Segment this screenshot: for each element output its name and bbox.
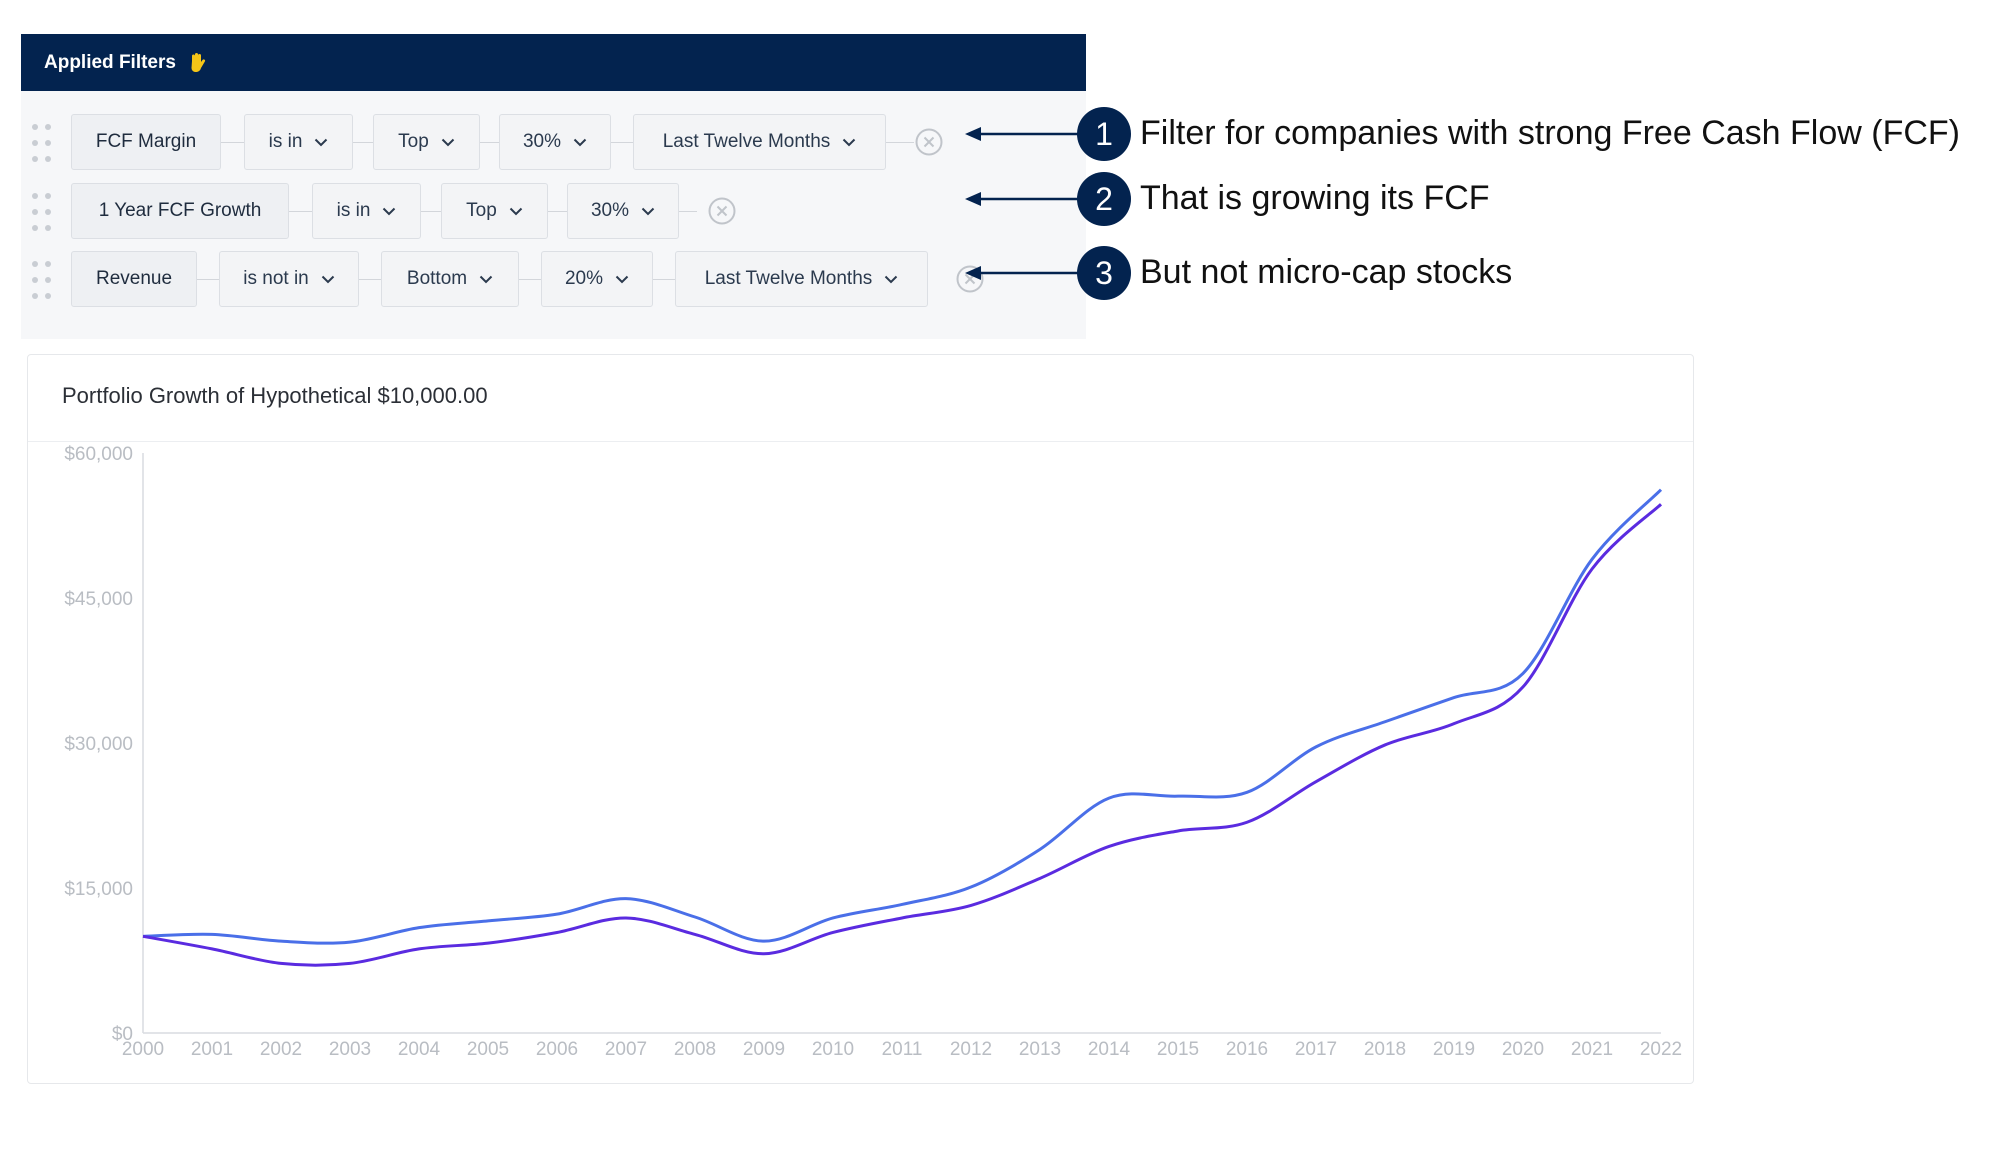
chevron-down-icon (573, 138, 587, 146)
filters-panel: FCF Margin is in Top 30% Last Twelve Mon… (21, 91, 1086, 339)
arrow-icon (965, 266, 1080, 280)
y-tick-label: $0 (112, 1024, 133, 1045)
operator-dropdown[interactable]: is in (244, 114, 353, 170)
annotation-3: 3 But not micro-cap stocks (965, 245, 1665, 301)
x-tick-label: 2020 (1502, 1039, 1544, 1060)
drag-handle-icon[interactable] (32, 261, 52, 299)
x-tick-label: 2014 (1088, 1039, 1131, 1060)
x-tick-label: 2003 (329, 1039, 371, 1060)
x-tick-label: 2022 (1640, 1039, 1682, 1060)
hand-icon (191, 52, 206, 72)
series-line-1 (142, 488, 1663, 945)
remove-filter-icon[interactable] (915, 128, 943, 156)
filter-field-label: 1 Year FCF Growth (98, 200, 262, 221)
annotation-text: Filter for companies with strong Free Ca… (1140, 114, 1960, 152)
x-tick-label: 2006 (536, 1039, 578, 1060)
annotation-1: 1 Filter for companies with strong Free … (965, 106, 2005, 162)
annotation-text: That is growing its FCF (1140, 179, 1490, 217)
series-line-2 (142, 503, 1663, 967)
operator-label: is not in (243, 268, 309, 289)
remove-filter-icon[interactable] (708, 197, 736, 225)
y-tick-label: $30,000 (64, 734, 133, 755)
chevron-down-icon (641, 207, 655, 215)
operator-dropdown[interactable]: is in (312, 183, 421, 239)
x-tick-label: 2017 (1295, 1039, 1337, 1060)
percent-label: 30% (522, 131, 562, 152)
x-tick-label: 2010 (812, 1039, 854, 1060)
chart-title: Portfolio Growth of Hypothetical $10,000… (62, 383, 488, 408)
period-label: Last Twelve Months (704, 268, 873, 289)
annotation-badge: 2 (1077, 172, 1131, 226)
x-tick-label: 2016 (1226, 1039, 1268, 1060)
arrow-icon (965, 127, 1080, 141)
x-tick-label: 2013 (1019, 1039, 1061, 1060)
filter-field-button[interactable]: FCF Margin (71, 114, 221, 170)
annotation-text: But not micro-cap stocks (1140, 253, 1513, 291)
x-tick-label: 2001 (191, 1039, 233, 1060)
chevron-down-icon (843, 138, 856, 146)
percent-dropdown[interactable]: 30% (567, 183, 679, 239)
filter-field-label: Revenue (95, 268, 173, 289)
chevron-down-icon (885, 275, 898, 283)
direction-dropdown[interactable]: Top (373, 114, 480, 170)
x-tick-label: 2004 (398, 1039, 441, 1060)
direction-label: Top (398, 131, 429, 152)
annotation-badge: 3 (1077, 246, 1131, 300)
y-tick-label: $15,000 (64, 879, 133, 900)
x-tick-label: 2019 (1433, 1039, 1475, 1060)
annotation-2: 2 That is growing its FCF (965, 171, 1665, 227)
portfolio-growth-chart: $0 $15,000 $30,000 $45,000 $60,000 2000 2001 20… (64, 444, 1682, 1060)
period-dropdown[interactable]: Last Twelve Months (675, 251, 928, 307)
chevron-down-icon (383, 207, 396, 215)
applied-filters-title: Applied Filters (44, 51, 176, 73)
filter-row-fcf-growth: 1 Year FCF Growth is in Top 30% (21, 183, 1086, 241)
filter-field-button[interactable]: Revenue (71, 251, 197, 307)
drag-handle-icon[interactable] (32, 124, 52, 162)
x-tick-label: 2015 (1157, 1039, 1199, 1060)
filter-field-button[interactable]: 1 Year FCF Growth (71, 183, 289, 239)
percent-label: 20% (564, 268, 604, 289)
direction-dropdown[interactable]: Bottom (381, 251, 519, 307)
percent-dropdown[interactable]: 20% (541, 251, 653, 307)
x-tick-label: 2009 (743, 1039, 785, 1060)
percent-dropdown[interactable]: 30% (499, 114, 611, 170)
chevron-down-icon (441, 138, 455, 146)
x-tick-label: 2000 (122, 1039, 164, 1060)
chevron-down-icon (479, 275, 493, 283)
chevron-down-icon (509, 207, 523, 215)
x-tick-label: 2021 (1571, 1039, 1613, 1060)
filter-row-revenue: Revenue is not in Bottom 20% Last Twelve… (21, 251, 1086, 309)
chart-divider (28, 441, 1693, 442)
x-tick-label: 2018 (1364, 1039, 1406, 1060)
x-tick-label: 2011 (882, 1039, 923, 1060)
arrow-icon (965, 192, 1080, 206)
operator-dropdown[interactable]: is not in (219, 251, 359, 307)
chevron-down-icon (315, 138, 328, 146)
direction-label: Bottom (406, 268, 468, 289)
direction-dropdown[interactable]: Top (441, 183, 548, 239)
drag-handle-icon[interactable] (32, 193, 52, 231)
chevron-down-icon (615, 275, 629, 283)
operator-label: is in (268, 131, 303, 152)
x-tick-label: 2012 (950, 1039, 992, 1060)
filter-row-fcf-margin: FCF Margin is in Top 30% Last Twelve Mon… (21, 114, 1086, 172)
direction-label: Top (466, 200, 497, 221)
period-dropdown[interactable]: Last Twelve Months (633, 114, 886, 170)
x-tick-label: 2005 (467, 1039, 509, 1060)
annotation-badge: 1 (1077, 107, 1131, 161)
x-tick-label: 2002 (260, 1039, 302, 1060)
y-tick-label: $45,000 (64, 589, 133, 610)
x-tick-label: 2008 (674, 1039, 716, 1060)
chevron-down-icon (321, 275, 334, 283)
percent-label: 30% (590, 200, 630, 221)
applied-filters-header: Applied Filters (21, 34, 1086, 91)
period-label: Last Twelve Months (662, 131, 831, 152)
operator-label: is in (336, 200, 371, 221)
y-tick-label: $60,000 (64, 444, 133, 465)
filter-field-label: FCF Margin (95, 131, 197, 152)
x-tick-label: 2007 (605, 1039, 647, 1060)
portfolio-growth-chart-card: Portfolio Growth of Hypothetical $10,000… (27, 354, 1694, 1084)
